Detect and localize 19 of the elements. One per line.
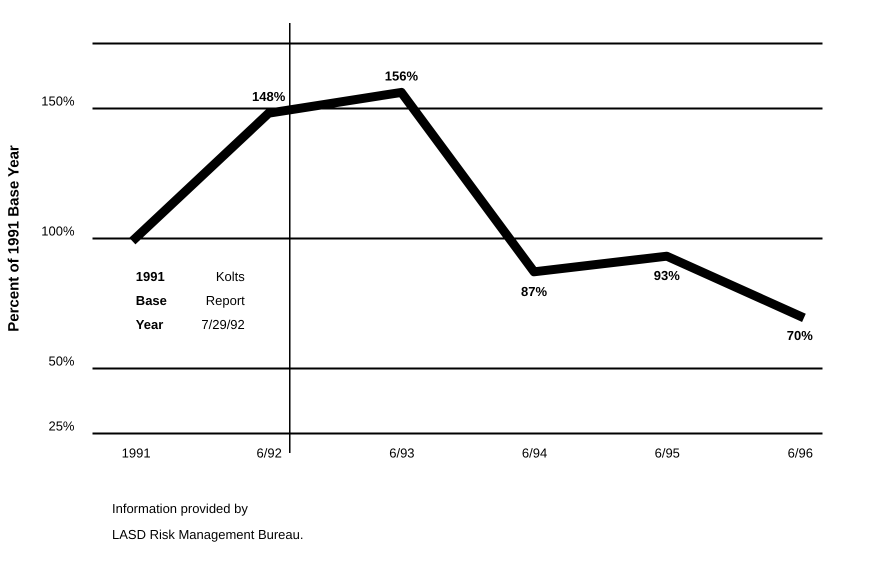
data-label: 93% <box>654 268 680 284</box>
data-label: 70% <box>786 328 814 343</box>
x-tick-label: 6/94 <box>522 446 548 460</box>
annotation: 1991 Base Year <box>136 269 167 332</box>
y-tick-label: 25% <box>48 418 75 434</box>
x-tick-label: 6/95 <box>654 446 680 460</box>
y-tick-label: 100% <box>41 224 75 238</box>
text: Information provided by LASD Risk Management Bureau. <box>112 501 304 542</box>
ref-line-label: Kolts Report 7/29/92 <box>201 269 246 332</box>
y-tick-label: 150% <box>41 94 75 108</box>
data-label: 148% <box>252 89 286 104</box>
x-tick-label: 6/92 <box>256 446 282 460</box>
x-tick-label: 6/96 <box>788 446 813 460</box>
x-tick-label: 6/93 <box>389 446 415 460</box>
y-tick-label: 50% <box>48 354 75 368</box>
x-tick-label: 1991 <box>122 446 151 460</box>
y-axis-title: Percent of 1991 Base Year <box>5 145 22 332</box>
data-label: 87% <box>521 284 548 299</box>
data-label: 156% <box>384 68 418 84</box>
